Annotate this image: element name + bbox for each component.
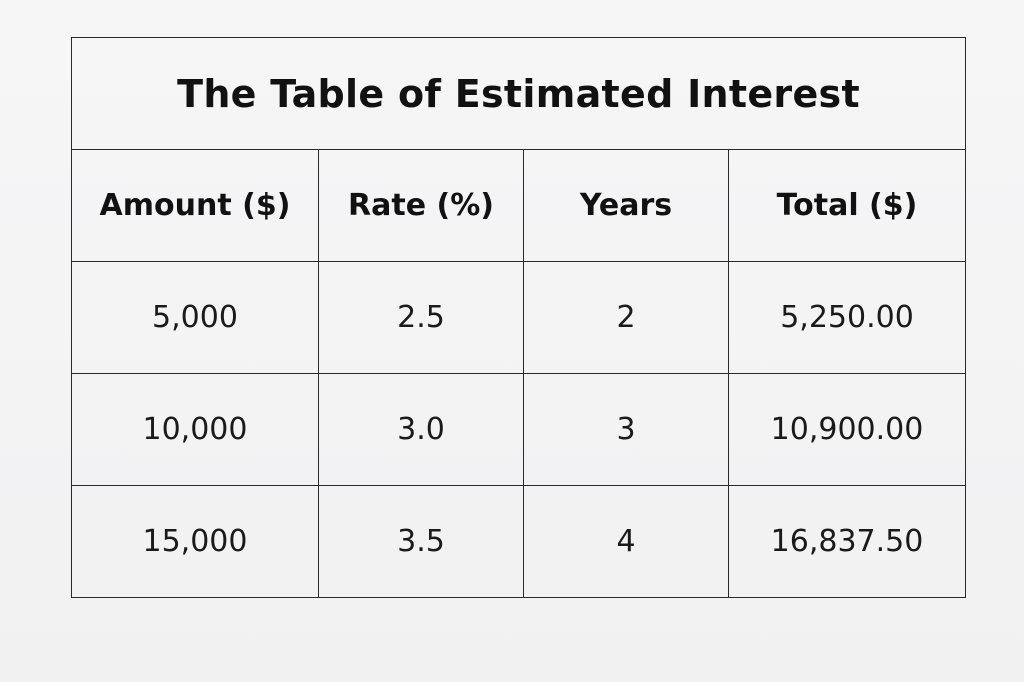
header-amount: Amount ($) [71,149,319,262]
cell-years: 2 [523,261,729,374]
cell-amount: 10,000 [71,373,319,486]
header-total: Total ($) [727,149,967,262]
header-row: Amount ($) Rate (%) Years Total ($) [71,149,967,262]
interest-table: The Table of Estimated Interest Amount (… [70,37,967,598]
cell-rate: 2.5 [318,261,524,374]
cell-total: 5,250.00 [727,261,967,374]
cell-years: 3 [523,373,729,486]
title-row: The Table of Estimated Interest [70,37,967,150]
table-row: 5,000 2.5 2 5,250.00 [71,261,967,374]
table-row: 10,000 3.0 3 10,900.00 [71,373,967,486]
cell-rate: 3.5 [318,485,524,598]
cell-total: 10,900.00 [727,373,967,486]
cell-rate: 3.0 [318,373,524,486]
cell-years: 4 [523,485,729,598]
header-years: Years [523,149,729,262]
table-row: 15,000 3.5 4 16,837.50 [71,485,967,598]
cell-amount: 15,000 [71,485,319,598]
table-title: The Table of Estimated Interest [70,37,967,150]
header-rate: Rate (%) [318,149,524,262]
cell-total: 16,837.50 [727,485,967,598]
cell-amount: 5,000 [71,261,319,374]
